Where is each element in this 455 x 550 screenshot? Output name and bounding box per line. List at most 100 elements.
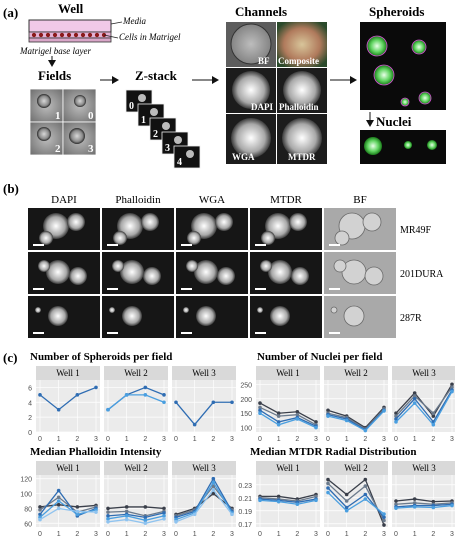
well-title: Well	[58, 1, 84, 16]
series-line	[260, 493, 317, 500]
spheroid-blob	[366, 35, 388, 57]
nuclei-blob	[427, 140, 437, 150]
channel-bf-spheroid	[230, 23, 272, 65]
cell-cluster	[196, 306, 216, 326]
data-point	[276, 414, 281, 418]
cells-label: Cells in Matrigel	[119, 32, 181, 42]
series-line	[175, 477, 233, 518]
data-point	[143, 505, 148, 509]
data-point	[106, 506, 110, 511]
data-point	[143, 515, 148, 520]
facet-label: Well 1	[276, 368, 300, 378]
facet-strip	[104, 461, 168, 475]
data-point	[75, 512, 80, 517]
data-point	[326, 477, 330, 482]
x-tick-label: 1	[345, 531, 349, 538]
x-tick-label: 0	[106, 531, 110, 538]
cell-cluster	[217, 267, 235, 285]
y-tick-label: 150	[240, 411, 252, 418]
facet-strip	[256, 366, 320, 380]
data-point	[174, 400, 178, 405]
data-point	[106, 514, 110, 518]
spheroids-title: Spheroids	[369, 4, 424, 19]
data-point	[106, 517, 110, 521]
data-point	[230, 400, 234, 405]
cell-cluster	[122, 306, 142, 326]
scale-bar	[33, 288, 44, 290]
data-point	[450, 503, 454, 508]
data-point	[211, 491, 216, 496]
well-cells	[31, 32, 107, 38]
y-tick-label: 0.19	[238, 509, 252, 516]
zstack-number: 2	[153, 129, 158, 140]
data-point	[38, 517, 42, 522]
x-tick-label: 2	[211, 436, 215, 443]
y-tick-label: 200	[240, 397, 252, 404]
data-point	[56, 488, 61, 493]
x-tick-label: 3	[314, 531, 318, 538]
cell-cluster	[38, 260, 50, 272]
facet-label: Well 1	[56, 368, 80, 378]
cell-cluster	[112, 260, 124, 272]
scale-bar	[255, 288, 266, 290]
series-line	[395, 386, 453, 417]
data-point	[326, 490, 330, 495]
fields-grid: 1 0 2 3	[29, 88, 97, 156]
series-line	[395, 504, 453, 509]
data-point	[363, 497, 368, 501]
data-point	[106, 520, 110, 524]
zstack-number: 1	[141, 115, 146, 126]
data-point	[344, 499, 349, 503]
facet-label: Well 3	[412, 368, 436, 378]
series-line	[259, 402, 317, 423]
data-point	[106, 510, 110, 514]
well-cell	[45, 32, 51, 38]
panel-a-label: (a)	[3, 5, 18, 20]
x-tick-label: 2	[75, 531, 79, 538]
series-line	[175, 492, 233, 515]
facet-strip	[324, 461, 388, 475]
channels-title: Channels	[235, 4, 287, 19]
series-line	[175, 401, 232, 426]
series-line	[327, 407, 385, 429]
well-cell	[73, 32, 79, 38]
cell-cluster	[291, 267, 309, 285]
data-point	[211, 400, 216, 405]
facet-label: Well 3	[412, 463, 436, 473]
data-point	[450, 385, 454, 390]
x-tick-label: 3	[450, 436, 454, 443]
x-tick-label: 0	[394, 531, 398, 538]
spheroid-blob	[411, 39, 427, 55]
panel-b-label: (b)	[3, 181, 19, 196]
data-point	[192, 422, 197, 427]
data-point	[382, 515, 386, 520]
data-point	[162, 514, 166, 518]
data-point	[38, 505, 42, 509]
data-point	[382, 523, 386, 527]
cell-cluster	[35, 307, 41, 313]
x-tick-label: 0	[258, 531, 262, 538]
nuclei-blobs	[364, 137, 437, 155]
data-point	[192, 512, 197, 517]
x-tick-label: 3	[230, 531, 234, 538]
data-point	[38, 508, 42, 512]
spheroids-image	[360, 22, 446, 110]
series-line	[259, 498, 317, 503]
data-point	[106, 407, 110, 412]
x-tick-label: 1	[125, 436, 129, 443]
data-point	[382, 512, 386, 516]
series-line	[259, 499, 317, 505]
data-point	[431, 411, 436, 416]
x-tick-label: 2	[143, 531, 147, 538]
scale-bar	[181, 332, 192, 334]
data-point	[258, 405, 262, 410]
data-point	[344, 508, 349, 513]
series-line	[395, 391, 453, 426]
zstack-spot	[162, 122, 170, 130]
scale-bar	[181, 244, 192, 246]
facet-label: Well 2	[344, 368, 368, 378]
data-point	[143, 518, 148, 523]
series-line	[259, 406, 317, 426]
channel-label-mtdr: MTDR	[288, 152, 316, 162]
x-tick-label: 3	[382, 531, 386, 538]
